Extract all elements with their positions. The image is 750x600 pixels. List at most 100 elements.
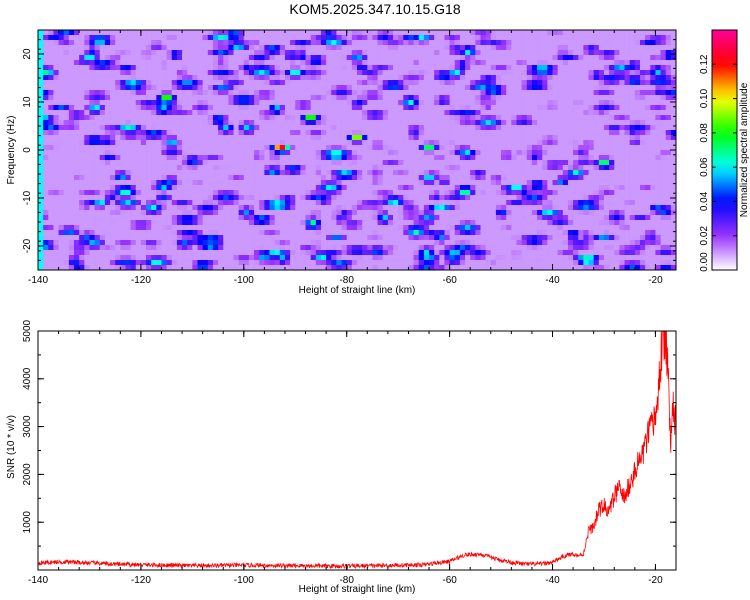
heatmap-cell bbox=[511, 125, 517, 131]
heatmap-cell bbox=[346, 185, 353, 191]
heatmap-cell bbox=[557, 90, 564, 96]
heatmap-cell bbox=[634, 50, 641, 56]
heatmap-cell bbox=[228, 170, 234, 176]
heatmap-cell bbox=[465, 175, 471, 181]
heatmap-cell bbox=[110, 150, 116, 156]
heatmap-cell bbox=[254, 180, 260, 186]
heatmap-cell bbox=[79, 115, 85, 121]
heatmap-cell bbox=[161, 160, 167, 166]
heatmap-cell bbox=[176, 165, 183, 171]
heatmap-cell bbox=[660, 35, 667, 41]
heatmap-cell bbox=[202, 170, 209, 176]
heatmap-cell bbox=[357, 55, 363, 61]
heatmap-cell bbox=[243, 190, 250, 196]
heatmap-cell bbox=[182, 160, 188, 166]
heatmap-cell bbox=[176, 230, 183, 236]
heatmap-cell bbox=[38, 100, 44, 106]
heatmap-cell bbox=[284, 145, 291, 151]
heatmap-cell bbox=[310, 185, 317, 191]
heatmap-cell bbox=[110, 65, 116, 71]
heatmap-cell bbox=[305, 175, 311, 181]
heatmap-cell bbox=[43, 85, 49, 91]
heatmap-cell bbox=[454, 205, 461, 211]
heatmap-cell bbox=[310, 210, 317, 216]
heatmap-cell bbox=[207, 155, 214, 161]
heatmap-cell bbox=[182, 60, 188, 66]
heatmap-cell bbox=[243, 80, 250, 86]
heatmap-cell bbox=[382, 185, 389, 191]
heatmap-cell bbox=[125, 140, 131, 146]
heatmap-cell bbox=[264, 180, 270, 186]
heatmap-cell bbox=[398, 225, 404, 231]
heatmap-cell bbox=[63, 225, 70, 231]
heatmap-cell bbox=[408, 215, 414, 221]
heatmap-cell bbox=[295, 145, 301, 151]
heatmap-cell bbox=[146, 90, 152, 96]
heatmap-cell bbox=[511, 145, 517, 151]
heatmap-cell bbox=[511, 60, 517, 66]
heatmap-cell bbox=[418, 190, 425, 196]
heatmap-cell bbox=[511, 120, 517, 126]
heatmap-cell bbox=[542, 225, 548, 231]
heatmap-cell bbox=[398, 180, 404, 186]
heatmap-cell bbox=[454, 220, 461, 226]
heatmap-cell bbox=[48, 220, 54, 226]
heatmap-cell bbox=[254, 125, 260, 131]
heatmap-cell bbox=[480, 75, 486, 81]
heatmap-cell bbox=[326, 135, 332, 141]
heatmap-cell bbox=[243, 175, 250, 181]
heatmap-cell bbox=[176, 195, 183, 201]
heatmap-cell bbox=[542, 135, 548, 141]
heatmap-cell bbox=[140, 130, 147, 136]
heatmap-cell bbox=[547, 120, 553, 126]
heatmap-cell bbox=[511, 220, 517, 226]
heatmap-cell bbox=[212, 135, 219, 141]
heatmap-cell bbox=[115, 215, 121, 221]
heatmap-cell bbox=[475, 145, 481, 151]
heatmap-cell bbox=[248, 40, 255, 46]
heatmap-cell bbox=[660, 130, 667, 136]
heatmap-cell bbox=[331, 200, 337, 206]
heatmap-cell bbox=[120, 135, 126, 141]
heatmap-cell bbox=[346, 95, 353, 101]
heatmap-cell bbox=[501, 220, 507, 226]
heatmap-cell bbox=[423, 50, 430, 56]
heatmap-cell bbox=[202, 40, 209, 46]
heatmap-cell bbox=[320, 200, 327, 206]
heatmap-cell bbox=[63, 90, 70, 96]
heatmap-cell bbox=[645, 180, 651, 186]
heatmap-cell bbox=[79, 70, 85, 76]
heatmap-cell bbox=[578, 210, 584, 216]
heatmap-cell bbox=[218, 140, 224, 146]
heatmap-cell bbox=[475, 210, 481, 216]
heatmap-cell bbox=[634, 225, 641, 231]
heatmap-cell bbox=[120, 105, 126, 111]
heatmap-cell bbox=[567, 155, 574, 161]
heatmap-cell bbox=[526, 160, 533, 166]
heatmap-cell bbox=[110, 30, 116, 36]
heatmap-cell bbox=[480, 60, 486, 66]
heatmap-cell bbox=[357, 190, 363, 196]
heatmap-cell bbox=[521, 70, 528, 76]
heatmap-cell bbox=[552, 140, 558, 146]
heatmap-cell bbox=[243, 145, 250, 151]
heatmap-cell bbox=[68, 165, 75, 171]
heatmap-cell bbox=[146, 75, 152, 81]
heatmap-cell bbox=[110, 70, 116, 76]
heatmap-cell bbox=[475, 100, 481, 106]
heatmap-cell bbox=[506, 170, 512, 176]
heatmap-cell bbox=[403, 180, 409, 186]
heatmap-cell bbox=[526, 50, 533, 56]
heatmap-cell bbox=[171, 35, 178, 41]
heatmap-cell bbox=[480, 135, 486, 141]
heatmap-cell bbox=[320, 60, 327, 66]
heatmap-cell bbox=[629, 210, 636, 216]
heatmap-cell bbox=[53, 165, 59, 171]
heatmap-cell bbox=[598, 205, 605, 211]
heatmap-cell bbox=[130, 220, 137, 226]
heatmap-cell bbox=[429, 100, 435, 106]
heatmap-cell bbox=[562, 30, 569, 36]
heatmap-cell bbox=[53, 35, 59, 41]
heatmap-cell bbox=[470, 190, 476, 196]
heatmap-cell bbox=[259, 225, 265, 231]
